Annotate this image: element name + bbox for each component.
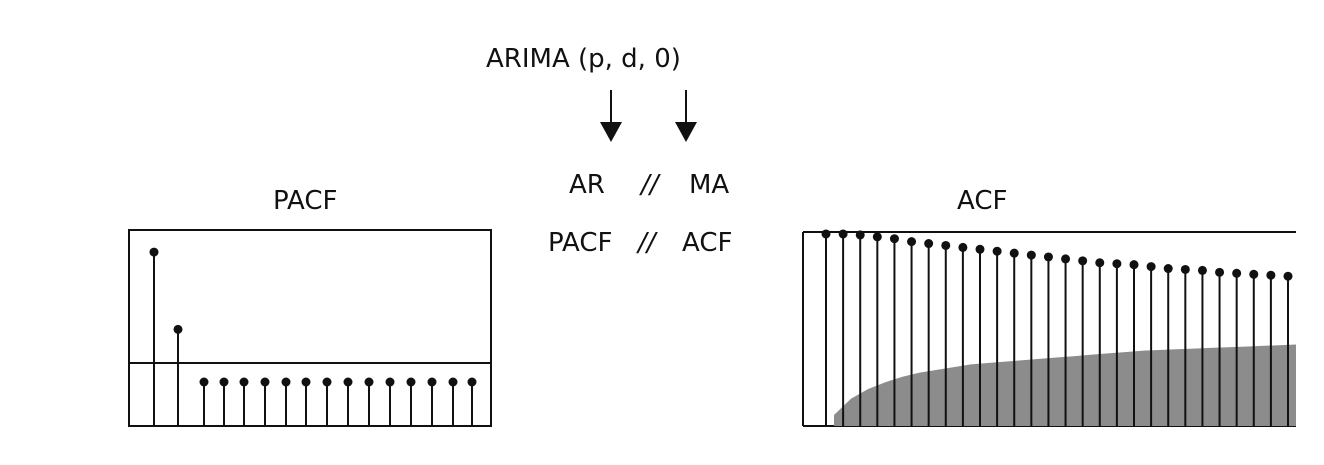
acf-point-lag-21 xyxy=(1163,264,1173,274)
acf-point-lag-8 xyxy=(941,240,951,250)
arrow-q-to-ma xyxy=(675,90,697,142)
pacf-point-lag-5 xyxy=(239,377,249,387)
acf-point-lag-13 xyxy=(1026,250,1036,260)
acf-point-lag-24 xyxy=(1215,267,1225,277)
acf-point-lag-20 xyxy=(1146,262,1156,272)
acf-point-lag-6 xyxy=(907,237,917,247)
pacf-point-lag-7 xyxy=(281,377,291,387)
acf-point-lag-14 xyxy=(1043,252,1053,262)
acf-point-lag-10 xyxy=(975,244,985,254)
pacf-point-lag-15 xyxy=(448,377,458,387)
pacf-point-lag-8 xyxy=(301,377,311,387)
pacf-plot-frame xyxy=(128,229,492,427)
pacf-point-lag-6 xyxy=(260,377,270,387)
acf-point-lag-25 xyxy=(1232,268,1242,278)
acf-point-lag-17 xyxy=(1095,258,1105,268)
pacf-point-lag-1 xyxy=(149,247,159,257)
ma-label: MA xyxy=(689,170,730,200)
pacf-point-lag-10 xyxy=(343,377,353,387)
acf-point-lag-1 xyxy=(821,229,831,239)
acf-point-lag-11 xyxy=(992,246,1002,256)
arrow-p-to-ar xyxy=(600,90,622,142)
acf-map-label: ACF xyxy=(682,228,733,258)
pacf-chart-title: PACF xyxy=(273,186,338,216)
acf-point-lag-12 xyxy=(1009,248,1019,258)
pacf-point-lag-11 xyxy=(364,377,374,387)
acf-point-lag-7 xyxy=(924,239,934,249)
acf-point-lag-2 xyxy=(838,229,848,239)
acf-point-lag-18 xyxy=(1112,259,1122,269)
acf-point-lag-26 xyxy=(1249,269,1259,279)
acf-point-lag-27 xyxy=(1266,270,1276,280)
acf-point-lag-9 xyxy=(958,242,968,252)
acf-point-lag-22 xyxy=(1180,264,1190,274)
acf-point-lag-19 xyxy=(1129,260,1139,270)
pacf-point-lag-9 xyxy=(322,377,332,387)
pacf-point-lag-12 xyxy=(385,377,395,387)
acf-point-lag-3 xyxy=(855,230,865,240)
acf-point-lag-23 xyxy=(1197,265,1207,275)
acf-point-lag-4 xyxy=(872,232,882,242)
pacf-point-lag-2 xyxy=(173,324,183,334)
pacf-point-lag-13 xyxy=(406,377,416,387)
acf-stems xyxy=(821,229,1293,426)
arima-formula: ARIMA (p, d, 0) xyxy=(486,44,681,74)
pacf-point-lag-4 xyxy=(219,377,229,387)
acf-point-lag-15 xyxy=(1061,254,1071,264)
acf-chart-title: ACF xyxy=(957,186,1008,216)
pacf-point-tail xyxy=(467,377,477,387)
acf-point-lag-5 xyxy=(889,234,899,244)
separator-1: // xyxy=(641,170,659,200)
acf-point-lag-28 xyxy=(1283,271,1293,281)
pacf-stems xyxy=(149,247,477,426)
pacf-map-label: PACF xyxy=(548,228,613,258)
separator-2: // xyxy=(638,228,656,258)
pacf-point-lag-3 xyxy=(199,377,209,387)
acf-point-lag-16 xyxy=(1078,256,1088,266)
pacf-point-lag-14 xyxy=(427,377,437,387)
ar-label: AR xyxy=(569,170,605,200)
